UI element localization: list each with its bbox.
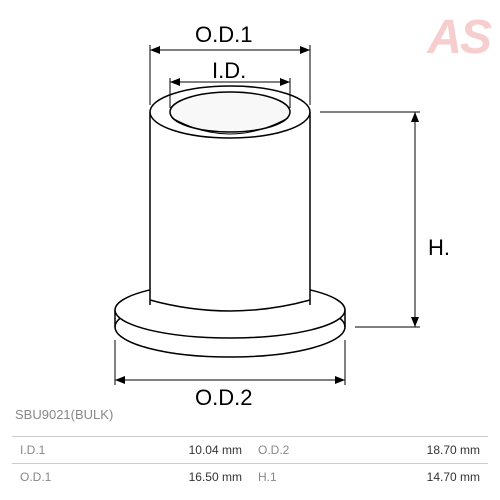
spec-value: 16.50 mm	[98, 464, 250, 491]
table-row: I.D.1 10.04 mm O.D.2 18.70 mm	[12, 437, 488, 464]
label-id: I.D.	[212, 58, 246, 84]
spec-label: O.D.2	[250, 437, 336, 464]
label-h: H.	[428, 235, 450, 261]
spec-label: I.D.1	[12, 437, 98, 464]
spec-label: O.D.1	[12, 464, 98, 491]
specifications-table: I.D.1 10.04 mm O.D.2 18.70 mm O.D.1 16.5…	[12, 436, 488, 490]
spec-value: 18.70 mm	[336, 437, 488, 464]
table-row: O.D.1 16.50 mm H.1 14.70 mm	[12, 464, 488, 491]
spec-value: 14.70 mm	[336, 464, 488, 491]
bushing-diagram-svg	[0, 0, 500, 420]
spec-label: H.1	[250, 464, 336, 491]
label-od2: O.D.2	[195, 385, 252, 411]
spec-value: 10.04 mm	[98, 437, 250, 464]
part-number: SBU9021(BULK)	[15, 407, 113, 422]
technical-diagram: O.D.1 I.D. O.D.2 H.	[0, 0, 500, 420]
label-od1: O.D.1	[195, 22, 252, 48]
